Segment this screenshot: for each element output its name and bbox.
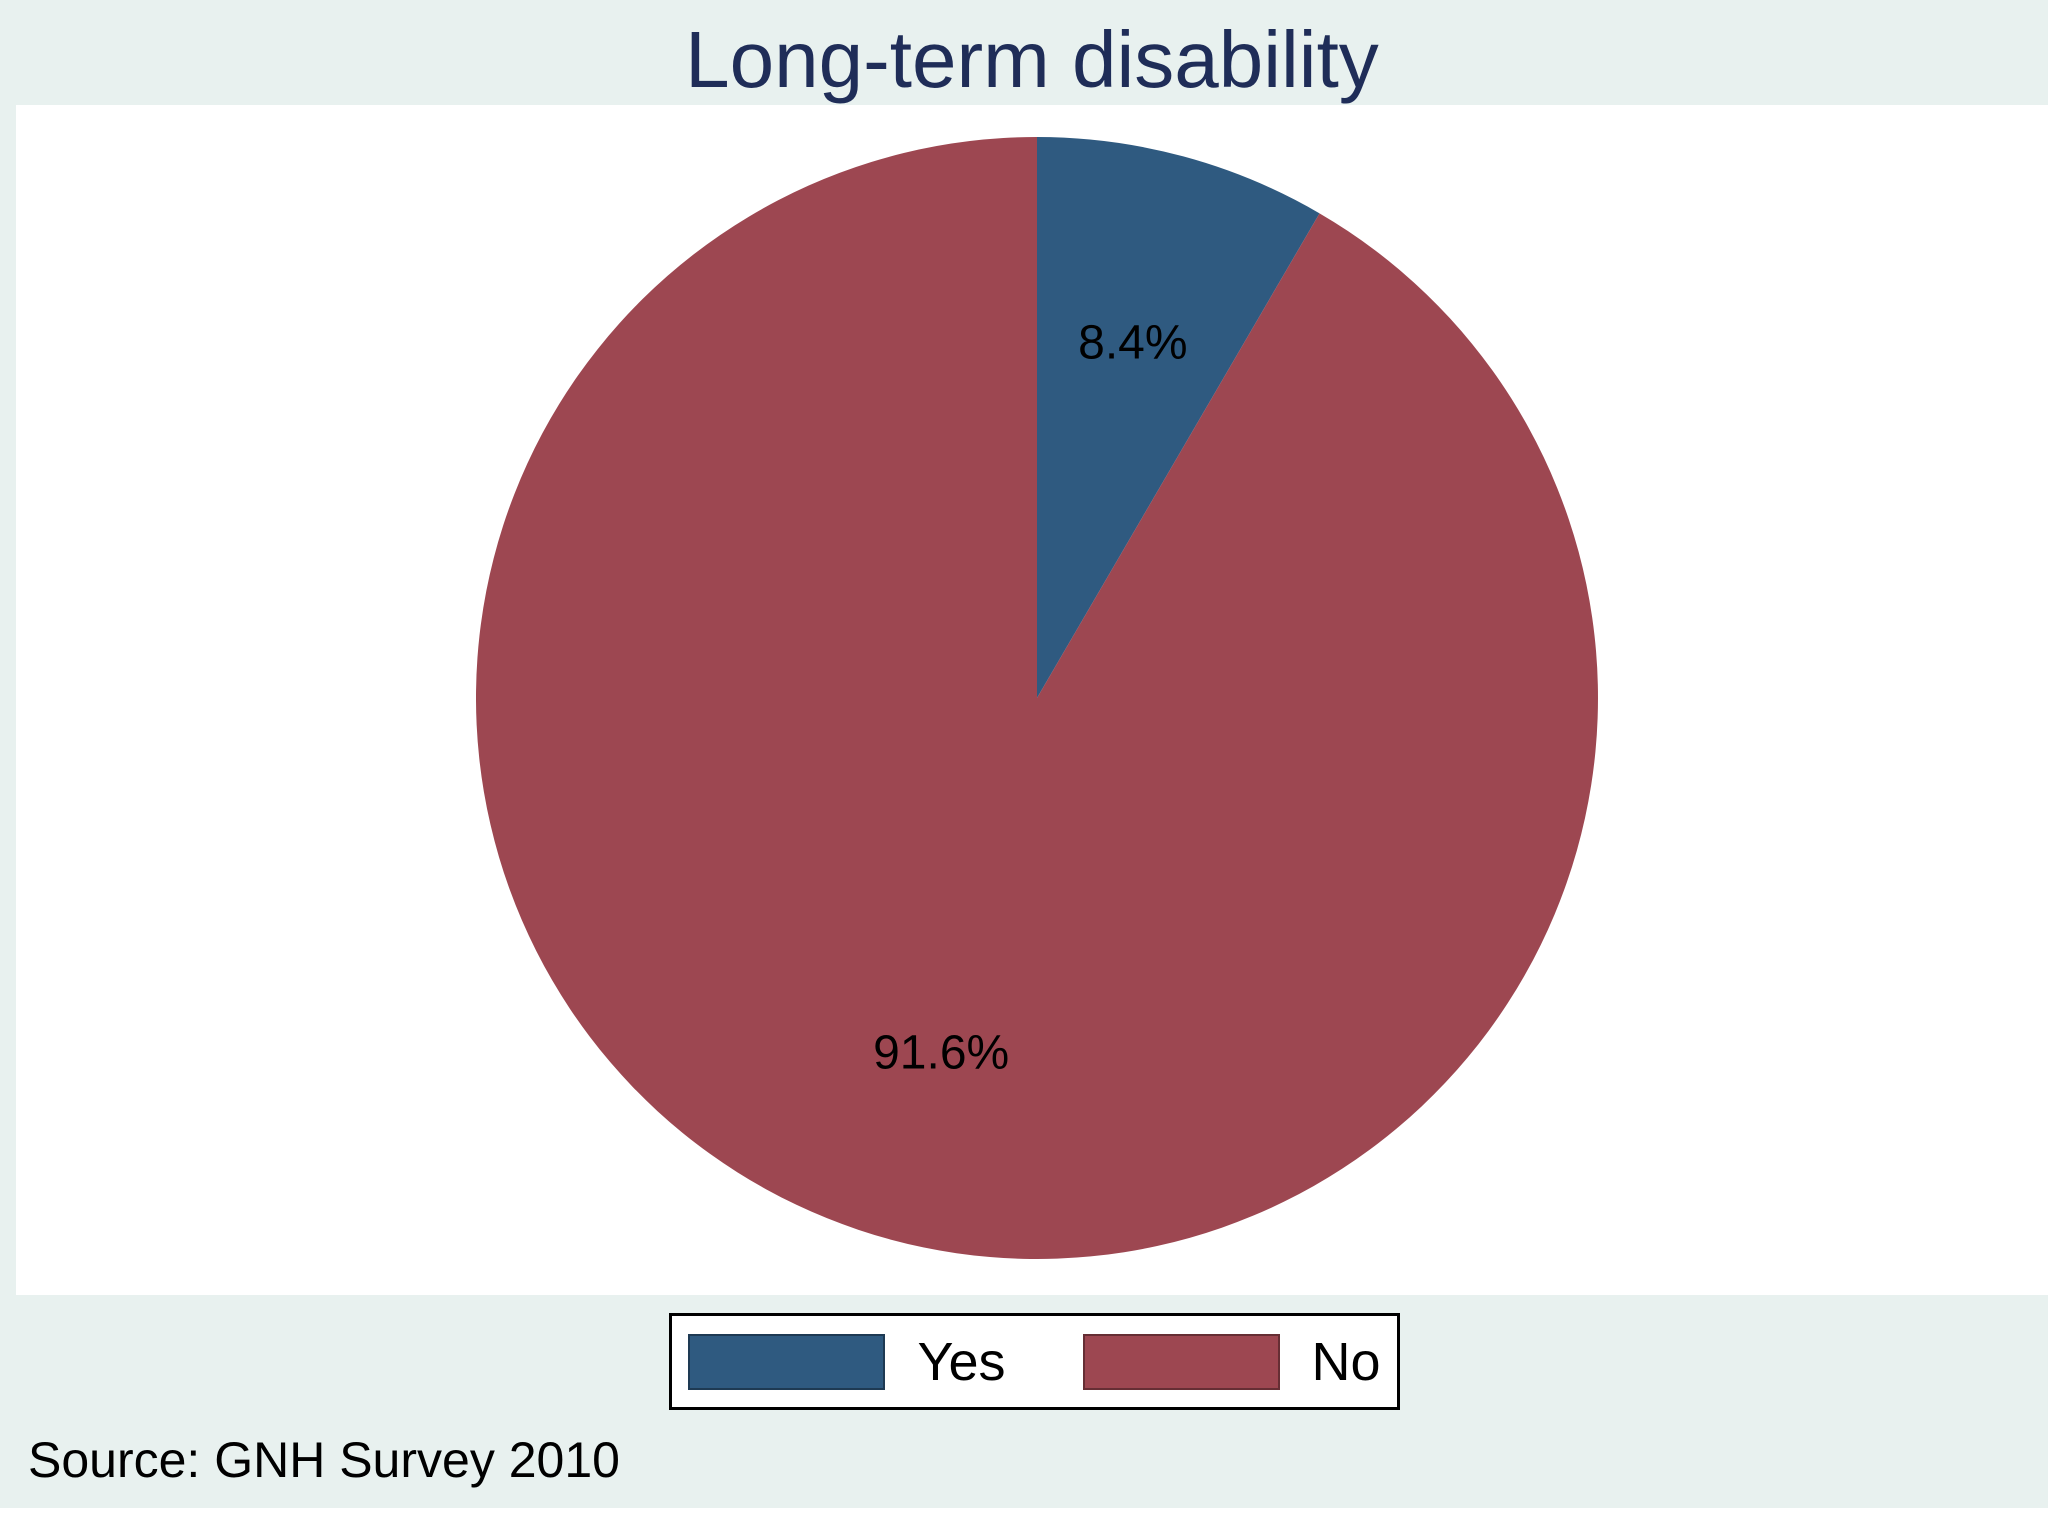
chart-title: Long-term disability xyxy=(685,15,1379,104)
pie-slice-label-no: 91.6% xyxy=(873,1026,1010,1080)
legend: Yes No xyxy=(669,1313,1400,1410)
source-note: Source: GNH Survey 2010 xyxy=(28,1432,620,1488)
legend-entry-yes: Yes xyxy=(688,1331,1006,1393)
pie: 8.4% 91.6% xyxy=(476,137,1598,1259)
legend-swatch-yes xyxy=(688,1333,886,1390)
plot-area: 8.4% 91.6% xyxy=(16,105,2048,1295)
pie-svg xyxy=(476,137,1598,1259)
pie-slice-label-yes: 8.4% xyxy=(1078,316,1188,370)
legend-swatch-no xyxy=(1082,1333,1280,1390)
legend-label-no: No xyxy=(1311,1331,1381,1392)
legend-entry-no: No xyxy=(1082,1331,1381,1393)
page-background-strip xyxy=(0,1508,2048,1536)
legend-label-yes: Yes xyxy=(917,1331,1006,1392)
pie-slice-yes xyxy=(1037,137,1320,698)
pie-slice-no xyxy=(476,137,1598,1259)
